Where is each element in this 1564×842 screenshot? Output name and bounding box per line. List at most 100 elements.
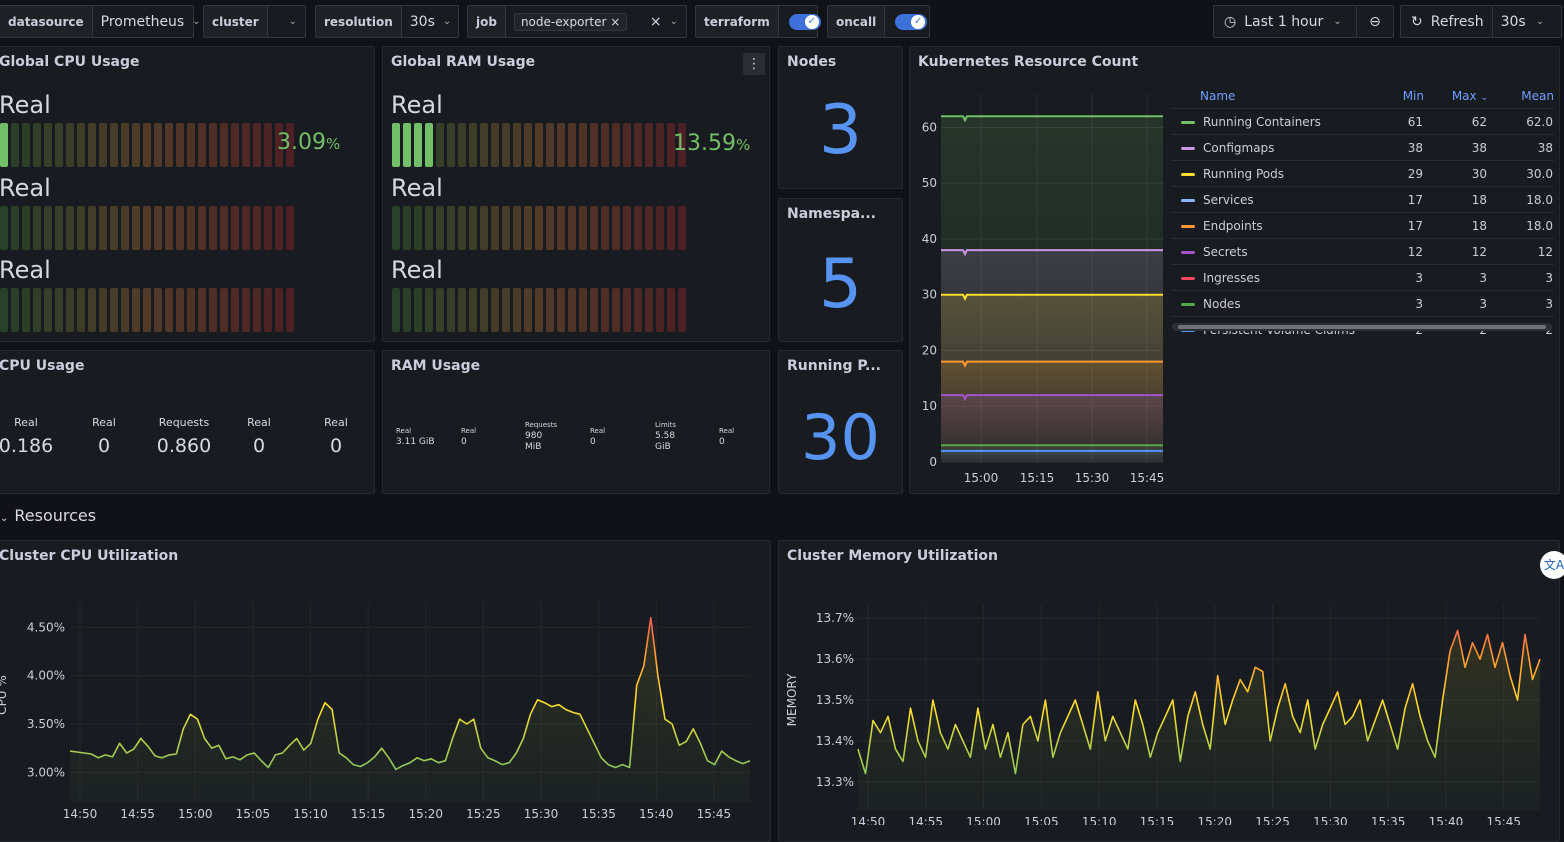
gauge-cell bbox=[187, 288, 195, 332]
gauge-cell bbox=[513, 123, 521, 167]
legend-name-text: Nodes bbox=[1203, 296, 1241, 311]
gauge-cell bbox=[579, 123, 587, 167]
panel-menu-icon[interactable]: ⋮ bbox=[743, 53, 765, 75]
row-resources[interactable]: ⌄ Resources bbox=[0, 506, 96, 525]
legend-horizontal-scrollbar[interactable] bbox=[1172, 323, 1552, 331]
refresh-icon[interactable]: ↻ bbox=[1411, 13, 1423, 30]
gauge-cell bbox=[678, 206, 686, 250]
series-line bbox=[941, 115, 1163, 123]
cpu-usage-item-value: 0 bbox=[97, 435, 111, 457]
gauge-cell bbox=[557, 288, 565, 332]
chevron-down-icon: ⌄ bbox=[442, 16, 452, 27]
job-select[interactable]: node-exporter × × ⌄ bbox=[506, 6, 686, 37]
remove-chip-icon[interactable]: × bbox=[610, 14, 621, 29]
y-axis-label: MEMORY bbox=[785, 673, 799, 726]
legend-row[interactable]: Services 17 18 18.0 bbox=[1172, 186, 1554, 213]
chevron-down-icon: ⌄ bbox=[1333, 16, 1342, 27]
series-swatch bbox=[1181, 120, 1195, 124]
x-tick-label: 15:25 bbox=[1255, 815, 1290, 825]
gauge-cell bbox=[535, 206, 543, 250]
translate-icon[interactable]: 文A bbox=[1540, 551, 1564, 579]
x-tick-label: 15:05 bbox=[236, 807, 271, 821]
legend-col-name[interactable]: Name bbox=[1200, 89, 1236, 103]
cluster-select[interactable]: ⌄ bbox=[268, 6, 305, 37]
legend-max: 30 bbox=[1424, 160, 1488, 187]
gauge-cell bbox=[143, 123, 151, 167]
ram-usage-item: Real 0 bbox=[719, 426, 734, 448]
ram-gauge-bar bbox=[392, 206, 686, 250]
legend-name-text: Configmaps bbox=[1203, 140, 1275, 155]
gauge-cell bbox=[44, 206, 52, 250]
legend-row[interactable]: Running Pods 29 30 30.0 bbox=[1172, 160, 1554, 187]
gauge-cell bbox=[612, 288, 620, 332]
clock-icon: ◷ bbox=[1224, 13, 1237, 30]
legend-max: 12 bbox=[1424, 238, 1488, 265]
legend-row[interactable]: Endpoints 17 18 18.0 bbox=[1172, 212, 1554, 239]
row-title: Resources bbox=[14, 506, 97, 525]
gauge-cell bbox=[568, 288, 576, 332]
gauge-cell bbox=[220, 123, 228, 167]
oncall-toggle[interactable] bbox=[895, 13, 928, 30]
legend-name-text: Endpoints bbox=[1203, 218, 1263, 233]
x-tick-label: 15:15 bbox=[1020, 471, 1055, 485]
legend-row[interactable]: Secrets 12 12 12 bbox=[1172, 238, 1554, 265]
panel-title: Cluster CPU Utilization bbox=[0, 548, 179, 564]
gauge-cell bbox=[187, 206, 195, 250]
ram-usage-item: Real 0 bbox=[461, 426, 476, 448]
clear-icon[interactable]: × bbox=[649, 13, 662, 30]
cpu-usage-item: Real 0 bbox=[301, 416, 371, 457]
gauge-cell bbox=[502, 288, 510, 332]
time-range-picker[interactable]: ◷ Last 1 hour ⌄ bbox=[1213, 5, 1358, 38]
y-tick-label: 3.50% bbox=[27, 717, 65, 731]
y-tick-label: 50 bbox=[922, 176, 937, 190]
gauge-cell bbox=[678, 288, 686, 332]
legend-name-text: Secrets bbox=[1203, 244, 1248, 259]
gauge-cell bbox=[656, 123, 664, 167]
x-tick-label: 14:55 bbox=[120, 807, 155, 821]
gauge-cell bbox=[110, 288, 118, 332]
gauge-cell bbox=[469, 288, 477, 332]
ram-usage-item-label: Real bbox=[590, 427, 606, 435]
legend-row[interactable]: Configmaps 38 38 38 bbox=[1172, 134, 1554, 161]
refresh-button[interactable]: Refresh bbox=[1430, 13, 1484, 30]
refresh-interval-select[interactable]: 30s ⌄ bbox=[1491, 6, 1544, 37]
legend-row[interactable]: Ingresses 3 3 3 bbox=[1172, 264, 1554, 291]
gauge-cell bbox=[165, 123, 173, 167]
gauge-cell bbox=[22, 123, 30, 167]
ram-gauge-bar bbox=[392, 123, 686, 167]
gauge-cell bbox=[220, 206, 228, 250]
legend-row[interactable]: Nodes 3 3 3 bbox=[1172, 290, 1554, 317]
legend-row[interactable]: Running Containers 61 62 62.0 bbox=[1172, 108, 1554, 135]
gauge-cell bbox=[187, 123, 195, 167]
ram-usage-item: Requests 980 MiB bbox=[525, 420, 565, 453]
chevron-down-icon: ⌄ bbox=[288, 16, 297, 27]
gauge-cell bbox=[121, 206, 129, 250]
resolution-select[interactable]: 30s ⌄ bbox=[402, 6, 460, 37]
gauge-cell bbox=[198, 123, 206, 167]
resolution-value: 30s bbox=[409, 13, 435, 30]
legend-col-min[interactable]: Min bbox=[1402, 89, 1424, 103]
scrollbar-thumb[interactable] bbox=[1178, 325, 1546, 329]
gauge-cell bbox=[286, 288, 294, 332]
zoom-out-button[interactable]: ⊖ bbox=[1356, 5, 1394, 38]
gauge-cell bbox=[88, 123, 96, 167]
legend-col-mean[interactable]: Mean bbox=[1521, 89, 1554, 103]
terraform-toggle[interactable] bbox=[788, 13, 821, 30]
ram-usage-item: Real 3.11 GiB bbox=[396, 426, 435, 448]
legend-col-max[interactable]: Max ⌄ bbox=[1424, 84, 1488, 109]
y-tick-label: 3.00% bbox=[27, 765, 65, 779]
ram-usage-item-value: 0 bbox=[719, 437, 725, 447]
gauge-cell bbox=[535, 288, 543, 332]
gauge-cell bbox=[99, 123, 107, 167]
series-area bbox=[941, 450, 1163, 462]
datasource-value: Prometheus bbox=[100, 13, 185, 30]
running-pods-stat-value: 30 bbox=[801, 401, 880, 474]
gauge-cell bbox=[557, 123, 565, 167]
y-tick-label: 30 bbox=[922, 288, 937, 302]
variable-label: oncall bbox=[828, 6, 886, 37]
job-chip: node-exporter × bbox=[513, 12, 628, 31]
datasource-select[interactable]: Prometheus ⌄ bbox=[93, 6, 209, 37]
ram-percent-unit: % bbox=[735, 136, 751, 154]
y-tick-label: 13.3% bbox=[816, 775, 854, 789]
gauge-cell bbox=[623, 206, 631, 250]
